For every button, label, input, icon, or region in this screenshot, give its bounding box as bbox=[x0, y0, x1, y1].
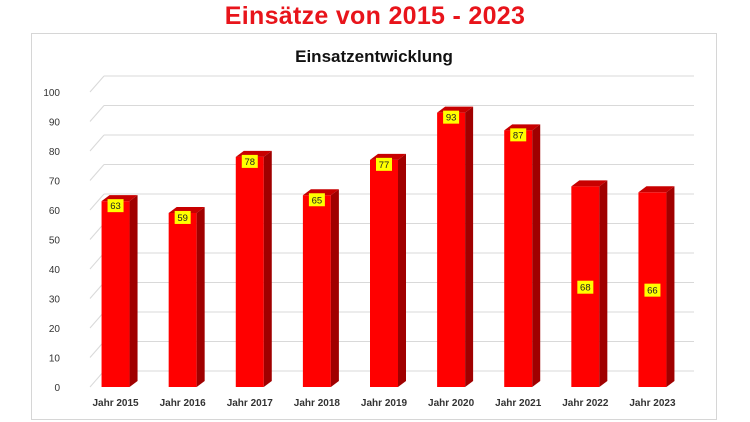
y-tick-label: 100 bbox=[43, 88, 60, 99]
bar-side bbox=[330, 189, 339, 387]
bar-front bbox=[504, 130, 533, 387]
x-tick-label: Jahr 2017 bbox=[227, 398, 274, 409]
data-labels: 63 59 78 65 77 93 87 68 66 bbox=[107, 110, 661, 297]
data-label-box bbox=[308, 193, 325, 207]
data-label-text: 63 bbox=[110, 201, 121, 212]
data-label-box bbox=[443, 110, 460, 124]
bar-top bbox=[571, 180, 608, 187]
bar-front bbox=[101, 201, 130, 387]
x-tick-label: Jahr 2020 bbox=[428, 398, 475, 409]
data-label-box bbox=[577, 280, 594, 294]
bar-side bbox=[129, 195, 138, 387]
bar-front bbox=[437, 112, 466, 388]
y-tick-label: 40 bbox=[49, 265, 61, 276]
x-tick-label: Jahr 2015 bbox=[92, 398, 139, 409]
x-tick-label: Jahr 2021 bbox=[495, 398, 542, 409]
bar-top bbox=[638, 186, 675, 193]
gridline-depth bbox=[89, 164, 105, 181]
data-label-text: 87 bbox=[513, 130, 524, 141]
bar bbox=[302, 189, 339, 387]
data-label: 65 bbox=[308, 193, 325, 207]
data-label: 93 bbox=[443, 110, 460, 124]
x-tick-label: Jahr 2019 bbox=[361, 398, 408, 409]
y-tick-label: 0 bbox=[54, 383, 60, 394]
bar bbox=[101, 195, 138, 387]
bar bbox=[168, 206, 205, 387]
y-tick-label: 90 bbox=[49, 118, 61, 129]
gridline-depth bbox=[89, 75, 105, 93]
y-tick-label: 50 bbox=[49, 236, 61, 247]
bar-side bbox=[398, 153, 406, 387]
bar-side bbox=[599, 180, 608, 387]
data-label: 63 bbox=[107, 199, 124, 213]
data-label-box bbox=[644, 283, 661, 297]
x-tick-label: Jahr 2023 bbox=[629, 398, 676, 409]
x-tick-label: Jahr 2018 bbox=[294, 398, 341, 409]
bar bbox=[504, 124, 541, 387]
data-label-text: 78 bbox=[244, 157, 255, 168]
bars bbox=[101, 106, 675, 388]
gridline-depth bbox=[89, 193, 105, 211]
data-label-text: 93 bbox=[446, 113, 457, 124]
bar bbox=[370, 153, 406, 387]
bar-front bbox=[168, 212, 197, 387]
page-title: Einsätze von 2015 - 2023 bbox=[224, 2, 526, 30]
data-label: 77 bbox=[376, 157, 392, 171]
bar-side bbox=[532, 124, 541, 387]
chart-area: Einsatzentwicklung 0 10 20 30 40 50 60 70 80 90 10… bbox=[31, 33, 717, 420]
y-tick-label: 80 bbox=[49, 147, 61, 158]
data-label-text: 77 bbox=[379, 160, 390, 171]
x-tick-label: Jahr 2022 bbox=[562, 398, 609, 409]
bar-chart: Einsatzentwicklung 0 10 20 30 40 50 60 70 80 90 10… bbox=[43, 47, 694, 409]
bar-side bbox=[465, 106, 474, 388]
data-label-box bbox=[510, 128, 527, 142]
data-label: 78 bbox=[241, 154, 258, 168]
y-tick-label: 70 bbox=[49, 177, 61, 188]
bar-front bbox=[302, 195, 331, 387]
data-label-box bbox=[241, 154, 258, 168]
y-tick-label: 30 bbox=[49, 295, 61, 306]
gridline-depth bbox=[89, 134, 105, 152]
data-label: 68 bbox=[577, 280, 594, 294]
chart-title: Einsatzentwicklung bbox=[295, 47, 453, 66]
bar-side bbox=[196, 206, 205, 387]
data-label-text: 68 bbox=[580, 283, 591, 294]
data-label: 59 bbox=[174, 210, 191, 224]
y-tick-label: 60 bbox=[49, 206, 61, 217]
data-label-text: 59 bbox=[177, 213, 188, 224]
y-axis: 0 10 20 30 40 50 60 70 80 90 100 bbox=[43, 88, 60, 394]
data-label-box bbox=[174, 210, 191, 224]
bar-front bbox=[235, 156, 264, 387]
bar bbox=[437, 106, 474, 388]
gridline-depth bbox=[89, 105, 105, 122]
bar bbox=[571, 180, 608, 387]
data-label: 87 bbox=[510, 128, 527, 142]
data-label-text: 65 bbox=[312, 195, 323, 206]
bar-side bbox=[666, 186, 675, 387]
x-axis: Jahr 2015 Jahr 2016 Jahr 2017 Jahr 2018 Jahr… bbox=[92, 398, 675, 409]
data-label-box bbox=[376, 157, 392, 171]
x-tick-label: Jahr 2016 bbox=[160, 398, 207, 409]
data-label-box bbox=[107, 199, 124, 213]
y-tick-label: 10 bbox=[49, 354, 61, 365]
bar-side bbox=[263, 150, 272, 387]
bar bbox=[235, 150, 272, 387]
data-label: 66 bbox=[644, 283, 661, 297]
bar bbox=[638, 186, 675, 387]
y-tick-label: 20 bbox=[49, 324, 61, 335]
data-label-text: 66 bbox=[647, 286, 658, 297]
bar-front bbox=[370, 159, 398, 387]
